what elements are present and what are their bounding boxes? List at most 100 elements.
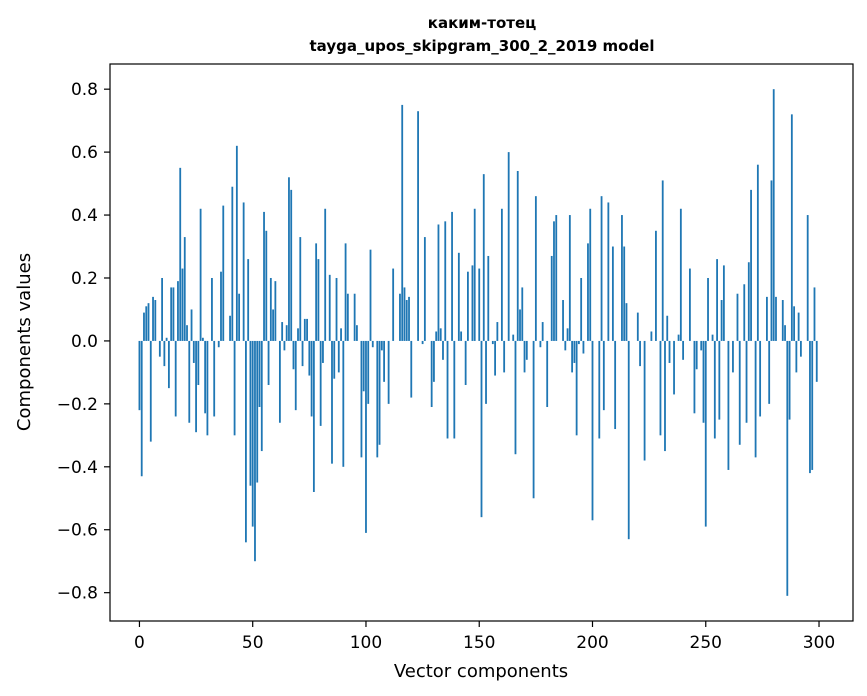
bar-47: [245, 340, 247, 543]
y-tick-label-6: −0.4: [57, 458, 98, 478]
bar-288: [790, 114, 793, 341]
bar-280: [772, 89, 775, 341]
bar-123: [417, 111, 419, 341]
bar-240: [682, 340, 685, 360]
x-tick-label-0: 0: [134, 633, 145, 653]
bar-150: [478, 268, 481, 341]
bar-262: [732, 340, 734, 373]
bar-194: [578, 340, 580, 345]
bar-177: [539, 340, 542, 348]
bar-277: [766, 296, 768, 341]
bar-286: [786, 340, 789, 596]
bar-4: [147, 303, 150, 341]
bar-152: [482, 174, 485, 341]
bar-142: [460, 331, 463, 341]
plot-frame: [109, 63, 854, 622]
bar-116: [401, 104, 404, 341]
bar-25: [195, 340, 197, 433]
bar-184: [555, 215, 558, 341]
bar-297: [811, 340, 814, 470]
bar-233: [666, 315, 669, 341]
bar-299: [815, 340, 818, 382]
bar-295: [806, 215, 809, 341]
bar-205: [602, 340, 605, 411]
bar-236: [673, 340, 675, 395]
bar-141: [457, 252, 460, 341]
bar-62: [278, 340, 281, 423]
bar-258: [722, 265, 725, 341]
x-axis-ticks: 0 50 100 150 200 250 300: [134, 621, 835, 653]
bar-110: [387, 340, 390, 404]
bar-129: [430, 340, 433, 408]
bar-213: [621, 215, 623, 341]
bar-134: [442, 340, 444, 360]
bar-2: [143, 312, 145, 341]
bar-220: [636, 312, 639, 341]
bar-281: [775, 296, 777, 341]
bar-156: [491, 340, 494, 345]
bar-3: [145, 306, 148, 341]
bar-187: [562, 300, 564, 341]
bar-228: [655, 230, 657, 341]
bar-90: [342, 340, 345, 467]
bar-66: [288, 177, 290, 341]
bar-87: [335, 277, 338, 341]
bar-272: [754, 340, 757, 458]
bar-76: [310, 340, 313, 417]
bar-100: [365, 340, 367, 533]
bar-130: [433, 340, 435, 382]
bar-53: [258, 340, 261, 408]
bar-106: [378, 340, 381, 445]
x-tick-label-200: 200: [576, 633, 608, 653]
bar-133: [439, 328, 442, 341]
bar-96: [356, 325, 358, 341]
bar-92: [346, 293, 349, 341]
bar-102: [369, 249, 372, 341]
bar-57: [267, 340, 270, 385]
bar-98: [360, 340, 363, 458]
bar-255: [716, 259, 718, 341]
bar-75: [308, 340, 311, 376]
bar-131: [435, 331, 438, 341]
bar-52: [256, 340, 259, 483]
bar-89: [340, 328, 342, 341]
bar-166: [514, 340, 517, 455]
bar-35: [217, 340, 220, 348]
bar-199: [589, 208, 592, 341]
bar-44: [238, 293, 241, 341]
bar-119: [408, 296, 410, 341]
y-tick-label-0: 0.8: [71, 80, 98, 100]
bar-59: [272, 309, 274, 341]
bar-291: [797, 312, 800, 341]
bar-151: [480, 340, 483, 518]
bar-248: [700, 340, 703, 351]
bar-180: [546, 340, 549, 408]
bar-5: [149, 340, 152, 442]
bar-12: [165, 337, 168, 341]
bar-58: [269, 277, 272, 341]
bar-234: [668, 340, 671, 363]
bar-72: [301, 340, 304, 367]
bar-260: [727, 340, 730, 470]
bar-27: [199, 208, 202, 341]
bar-298: [813, 287, 816, 341]
bar-265: [738, 340, 741, 445]
bar-136: [446, 340, 449, 439]
bar-274: [759, 340, 762, 417]
bar-82: [324, 208, 327, 341]
x-tick-label-300: 300: [803, 633, 835, 653]
bar-101: [367, 340, 370, 404]
bar-20: [183, 237, 186, 341]
bar-226: [650, 331, 653, 341]
bar-17: [177, 281, 179, 341]
bar-223: [643, 340, 646, 461]
bar-161: [503, 340, 506, 373]
y-axis-ticks: 0.8 0.6 0.4 0.2 0.0 −0.2 −0.4 −0.6 −0.8: [57, 80, 110, 604]
bar-183: [553, 221, 555, 341]
bar-267: [743, 284, 746, 341]
bar-95: [353, 293, 356, 341]
bar-285: [784, 325, 786, 341]
bar-14: [170, 287, 173, 341]
bar-132: [437, 224, 440, 341]
bar-85: [331, 340, 333, 464]
